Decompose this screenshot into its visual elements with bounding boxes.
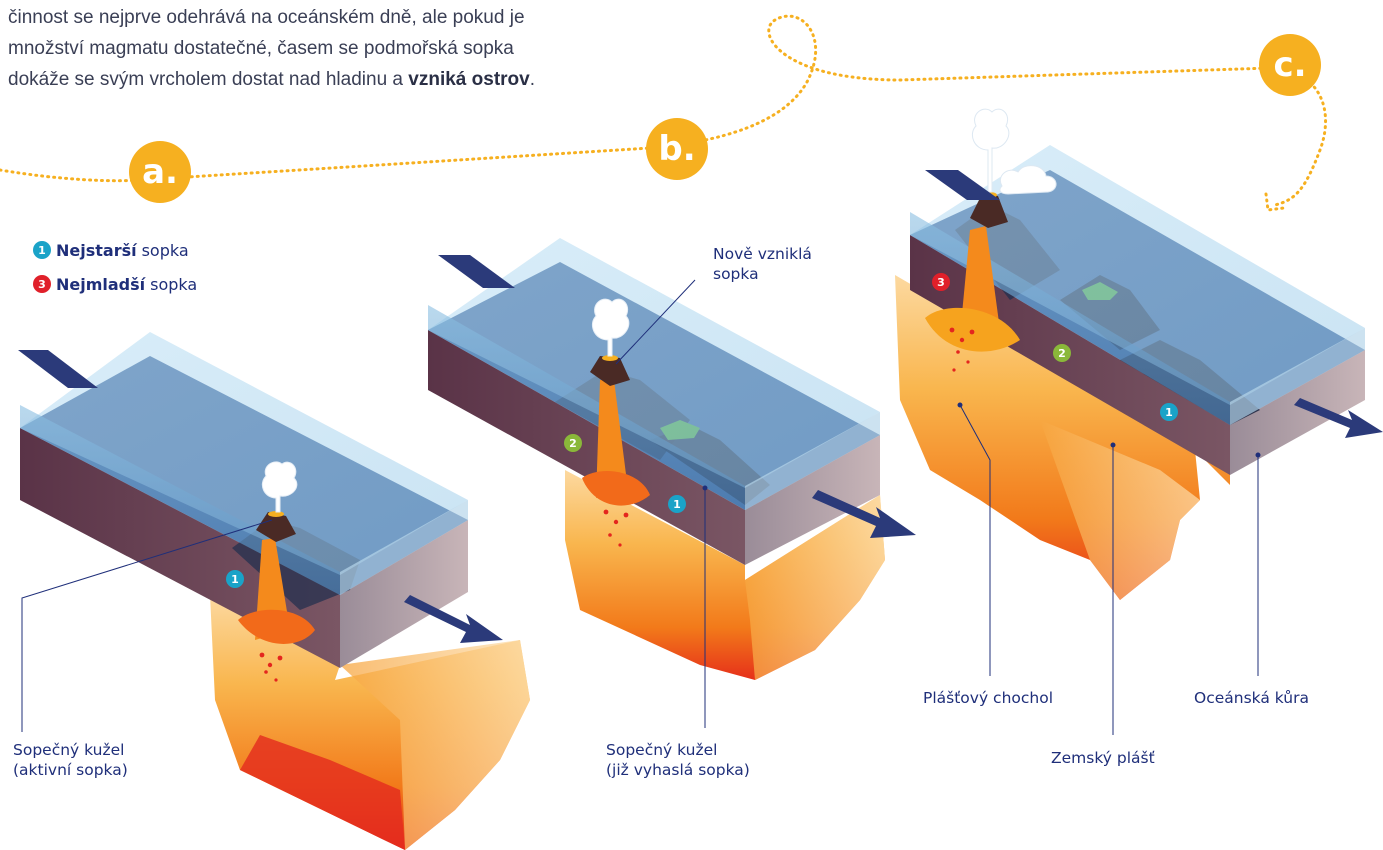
step-b-label: b.	[658, 129, 696, 169]
leader-plume	[959, 404, 991, 676]
legend-youngest-rest: sopka	[150, 274, 198, 294]
legend-oldest-marker: 1	[33, 241, 51, 259]
crust-c-side	[1230, 350, 1365, 475]
step-path	[0, 14, 1328, 207]
marker-c-3: 3	[932, 273, 950, 291]
water-a-side	[340, 500, 468, 595]
step-path-arrowhead	[1264, 192, 1286, 212]
magma-drops-a	[259, 652, 283, 682]
plate-arrow-c-right	[1294, 398, 1383, 438]
plate-arrow-b-left	[438, 255, 515, 288]
leader-new-volcano	[615, 279, 696, 365]
legend-youngest-marker: 3	[33, 275, 51, 293]
smoke-a	[261, 461, 298, 513]
magma-column-b	[596, 380, 628, 498]
legend-youngest-bold: Nejmladší	[56, 274, 146, 294]
marker-a-1: 1	[226, 570, 244, 588]
leader-cone-extinct-dot	[702, 485, 708, 491]
plate-arrow-b-right	[812, 490, 916, 538]
smoke-c	[972, 108, 1010, 193]
step-c-label: c.	[1273, 45, 1307, 85]
marker-b-2: 2	[564, 434, 582, 452]
water-a-front	[20, 405, 340, 595]
block-a	[18, 332, 530, 850]
marker-c-2: 2	[1053, 344, 1071, 362]
label-new-volcano-line2: sopka	[713, 265, 759, 283]
block-b	[428, 238, 916, 680]
intro-line-3-end: .	[529, 69, 535, 90]
intro-paragraph: činnost se nejprve odehrává na oceánském…	[8, 2, 648, 95]
step-c-badge: c.	[1259, 34, 1321, 96]
water-a-top	[20, 332, 468, 575]
volcano-cone-c	[970, 194, 1008, 228]
legend-youngest: 3 Nejmladší sopka	[33, 274, 197, 294]
leader-crust-dot	[1255, 452, 1261, 458]
legend-oldest-bold: Nejstarší	[56, 240, 137, 260]
magma-pool-a	[238, 609, 315, 644]
crater-b	[602, 355, 618, 361]
marker-c-1: 1	[1160, 403, 1178, 421]
label-cone-extinct-line1: Sopečný kužel	[606, 741, 718, 759]
label-new-volcano: Nově vzniklá sopka	[713, 244, 812, 284]
leader-lines	[21, 279, 1261, 735]
label-cone-extinct: Sopečný kužel (již vyhaslá sopka)	[606, 740, 750, 780]
mantle-b-side	[745, 495, 885, 680]
legend-oldest-rest: sopka	[141, 240, 189, 260]
magma-drops-b	[603, 509, 629, 547]
intro-line-2: množství magmatu dostatečné, časem se po…	[8, 38, 514, 59]
plate-arrow-c-left	[925, 170, 1000, 200]
magma-pool-b	[582, 471, 650, 506]
water-b-side	[745, 412, 880, 510]
label-mantle-text: Zemský plášť	[1051, 749, 1155, 767]
magma-drops-c	[949, 327, 975, 372]
label-cone-active: Sopečný kužel (aktivní sopka)	[13, 740, 128, 780]
marker-b-1: 1	[668, 495, 686, 513]
smoke-b	[592, 298, 630, 357]
label-plume-text: Plášťový chochol	[923, 689, 1054, 707]
magma-column-c	[960, 226, 1000, 335]
step-a-badge: a.	[129, 141, 191, 203]
volcano-cone-a	[256, 512, 296, 542]
intro-line-3: dokáže se svým vrcholem dostat nad hladi…	[8, 64, 648, 95]
legend: 1 Nejstarší sopka 3 Nejmladší sopka	[33, 240, 197, 308]
intro-line-3-start: dokáže se svým vrcholem dostat nad hladi…	[8, 69, 409, 90]
label-oceanic-crust: Oceánská kůra	[1194, 688, 1309, 708]
leader-mantle-dot	[1110, 442, 1116, 448]
mantle-a-side	[340, 640, 530, 850]
step-a-label: a.	[142, 152, 178, 192]
water-b-front	[428, 305, 745, 510]
cloud-c	[999, 165, 1057, 195]
legend-oldest: 1 Nejstarší sopka	[33, 240, 197, 260]
block-c	[895, 108, 1383, 600]
label-cone-extinct-line2: (již vyhaslá sopka)	[606, 761, 750, 779]
label-mantle: Zemský plášť	[1051, 748, 1155, 768]
label-cone-active-line1: Sopečný kužel	[13, 741, 125, 759]
water-c-top	[910, 145, 1365, 405]
step-b-badge: b.	[646, 118, 708, 180]
leader-cone-active	[21, 519, 273, 732]
mantle-c-side	[1040, 420, 1200, 600]
mantle-a-front-red	[240, 735, 405, 850]
water-b-top	[428, 238, 880, 488]
plate-arrow-a-left	[18, 350, 98, 388]
label-new-volcano-line1: Nově vzniklá	[713, 245, 812, 263]
intro-line-1: činnost se nejprve odehrává na oceánském…	[8, 7, 525, 28]
plate-arrow-a-right	[404, 595, 503, 643]
label-plume: Plášťový chochol	[923, 688, 1053, 708]
crust-b-front	[428, 330, 745, 565]
label-cone-active-line2: (aktivní sopka)	[13, 761, 128, 779]
crust-a-side	[340, 520, 468, 668]
leader-plume-dot	[957, 402, 963, 408]
label-oceanic-crust-text: Oceánská kůra	[1194, 689, 1309, 707]
crust-b-side	[745, 435, 880, 565]
intro-emphasis: vzniká ostrov	[408, 69, 530, 90]
volcano-cone-b	[590, 356, 630, 386]
water-c-side	[1230, 328, 1365, 425]
